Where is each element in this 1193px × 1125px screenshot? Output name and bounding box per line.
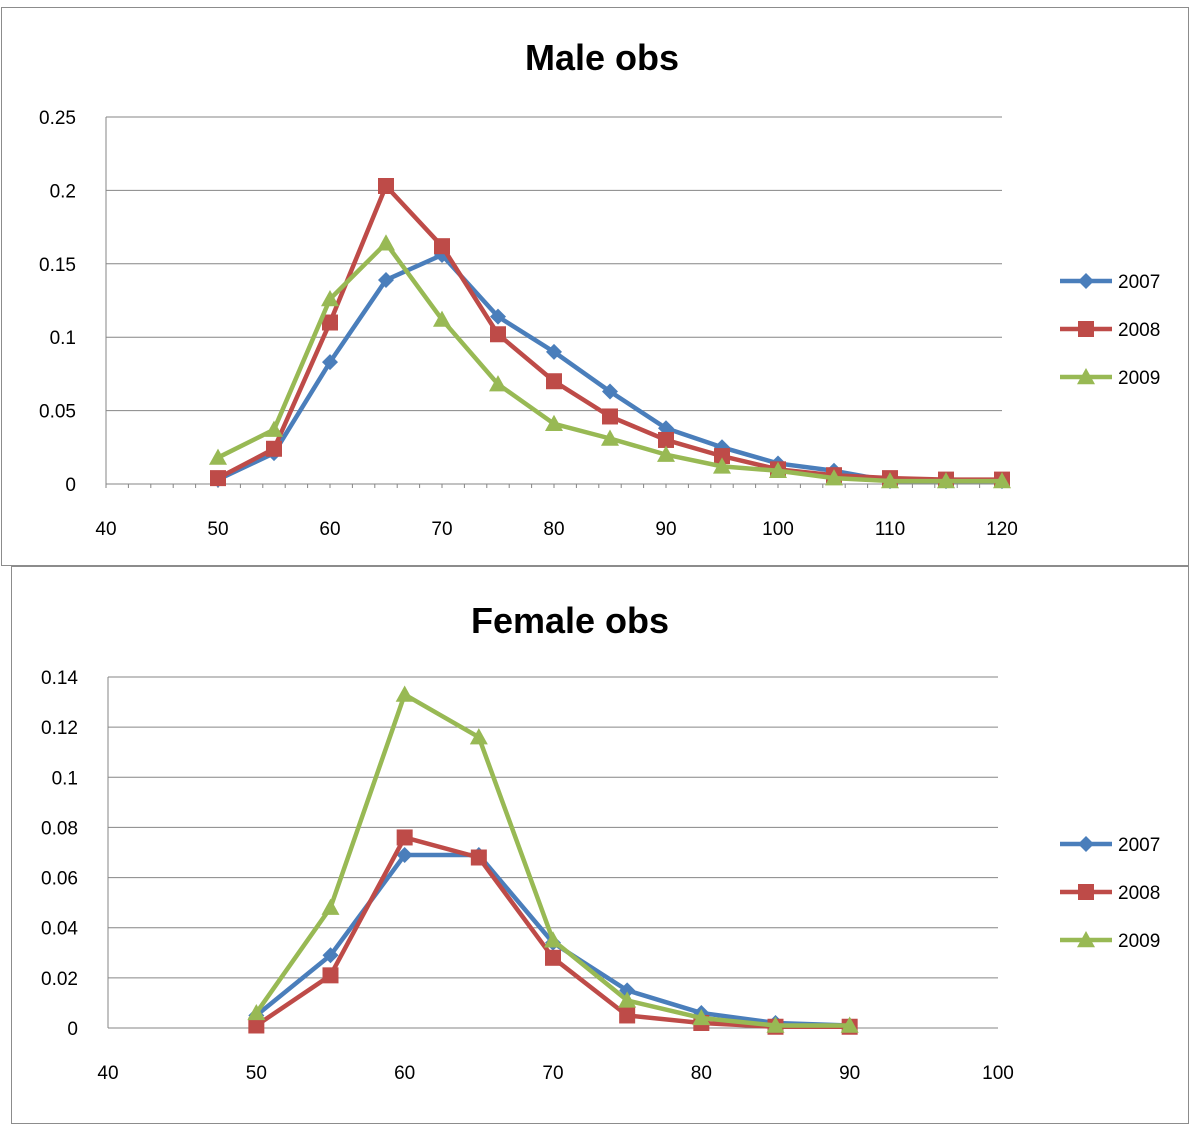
marker-2009 xyxy=(377,234,395,251)
marker-2007 xyxy=(378,271,394,288)
y-tick-label: 0 xyxy=(65,475,76,496)
marker-2009 xyxy=(544,931,562,948)
marker-2009 xyxy=(713,457,731,474)
x-tick-label: 40 xyxy=(97,1063,118,1084)
legend-marker-2007 xyxy=(1078,836,1094,852)
legend-marker-2009 xyxy=(1077,931,1095,948)
y-tick-label: 0.15 xyxy=(39,255,76,276)
x-tick-label: 70 xyxy=(542,1063,563,1084)
x-tick-label: 50 xyxy=(207,519,228,540)
legend-label: 2007 xyxy=(1118,835,1160,856)
y-tick-label: 0.12 xyxy=(41,718,78,739)
marker-2008 xyxy=(546,373,562,390)
legend-marker-2008 xyxy=(1078,884,1094,900)
marker-2008 xyxy=(545,949,561,966)
marker-2007 xyxy=(396,847,413,864)
y-tick-label: 0.05 xyxy=(39,402,76,423)
y-tick-label: 0.25 xyxy=(39,108,76,129)
marker-2009 xyxy=(247,1003,266,1021)
marker-2009 xyxy=(825,469,843,486)
marker-2007 xyxy=(322,354,338,371)
marker-2008 xyxy=(470,849,487,866)
y-tick-label: 0.06 xyxy=(41,869,78,890)
y-tick-label: 0.02 xyxy=(41,969,78,990)
y-tick-label: 0.2 xyxy=(50,181,76,202)
marker-2008 xyxy=(210,470,226,487)
marker-2008 xyxy=(434,238,450,255)
y-tick-label: 0.04 xyxy=(41,919,78,940)
legend-label: 2008 xyxy=(1118,883,1160,904)
legend-label: 2009 xyxy=(1118,368,1160,389)
marker-2008 xyxy=(266,440,282,457)
marker-2009 xyxy=(469,728,488,745)
marker-2009 xyxy=(395,685,414,702)
marker-2009 xyxy=(321,898,340,915)
marker-2009 xyxy=(618,991,637,1008)
male-chart-panel: Male obs 0 0.05 0.1 0.15 0.2 0.25 40 50 60 70 80 90 1… xyxy=(1,7,1189,566)
marker-2008 xyxy=(602,408,618,425)
marker-2008 xyxy=(714,448,730,465)
marker-2008 xyxy=(322,967,339,984)
x-tick-label: 90 xyxy=(839,1063,860,1084)
marker-2009 xyxy=(766,1016,785,1033)
x-tick-label: 120 xyxy=(986,519,1018,540)
y-tick-label: 0 xyxy=(67,1019,78,1040)
marker-2008 xyxy=(322,314,338,331)
series-line-2009 xyxy=(254,692,850,1028)
y-tick-label: 0.08 xyxy=(41,818,78,839)
marker-2008 xyxy=(619,1007,636,1024)
y-tick-label: 0.14 xyxy=(41,668,78,689)
x-tick-label: 70 xyxy=(431,519,452,540)
y-tick-label: 0.1 xyxy=(50,328,76,349)
marker-2009 xyxy=(209,448,227,465)
marker-2009 xyxy=(657,445,675,462)
legend-marker-2009 xyxy=(1077,368,1095,385)
marker-2009 xyxy=(769,461,787,478)
marker-2009 xyxy=(692,1008,711,1026)
marker-2007 xyxy=(602,383,618,400)
marker-2009 xyxy=(433,310,451,327)
legend-marker-2007 xyxy=(1078,273,1094,289)
marker-2008 xyxy=(378,177,394,194)
marker-2008 xyxy=(396,829,413,846)
marker-2009 xyxy=(489,375,507,392)
x-tick-label: 60 xyxy=(319,519,340,540)
series-line-2007 xyxy=(217,252,1002,484)
legend-label: 2008 xyxy=(1118,320,1160,341)
x-tick-label: 80 xyxy=(543,519,564,540)
marker-2009 xyxy=(881,472,899,489)
x-tick-label: 60 xyxy=(394,1063,415,1084)
x-tick-label: 100 xyxy=(762,519,794,540)
marker-2009 xyxy=(601,429,619,446)
x-tick-label: 50 xyxy=(246,1063,267,1084)
marker-2008 xyxy=(490,326,506,343)
marker-2008 xyxy=(248,1017,265,1034)
marker-2009 xyxy=(840,1016,859,1033)
x-tick-label: 110 xyxy=(875,519,905,540)
marker-2009 xyxy=(321,290,339,307)
marker-2009 xyxy=(265,420,283,437)
marker-2009 xyxy=(545,414,563,432)
x-tick-label: 100 xyxy=(982,1063,1014,1084)
x-tick-label: 90 xyxy=(655,519,676,540)
marker-2009 xyxy=(993,472,1011,489)
x-tick-label: 40 xyxy=(95,519,116,540)
marker-2008 xyxy=(658,431,674,448)
male-chart: Male obs 0 0.05 0.1 0.15 0.2 0.25 40 50 60 70 80 90 1… xyxy=(39,37,1160,540)
marker-2007 xyxy=(322,947,339,964)
chart-title: Male obs xyxy=(525,37,679,78)
marker-2007 xyxy=(490,308,506,325)
marker-2007 xyxy=(546,343,562,360)
legend-label: 2007 xyxy=(1118,272,1160,293)
legend-marker-2008 xyxy=(1078,321,1094,337)
x-tick-label: 80 xyxy=(691,1063,712,1084)
y-tick-label: 0.1 xyxy=(52,768,78,789)
chart-title: Female obs xyxy=(471,600,669,641)
female-chart-panel: Female obs 0 0.02 0.04 0.06 0.08 0.1 0.12 0.14 40… xyxy=(11,566,1189,1124)
legend-label: 2009 xyxy=(1118,931,1160,952)
marker-2009 xyxy=(937,472,955,489)
female-chart: Female obs 0 0.02 0.04 0.06 0.08 0.1 0.12 0.14 40… xyxy=(41,600,1160,1084)
